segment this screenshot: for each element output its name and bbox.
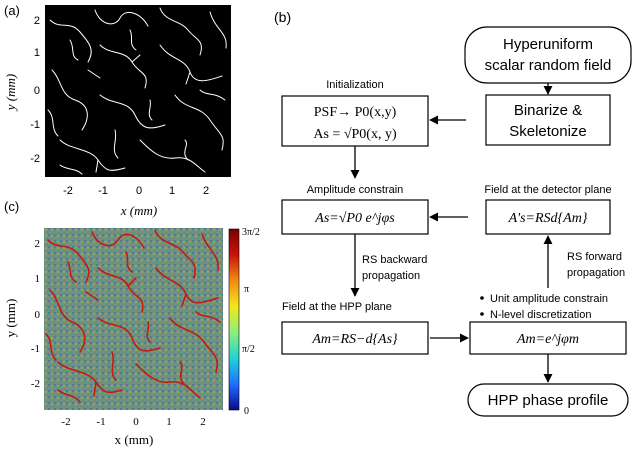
panel-c-colorbar [228, 228, 240, 411]
colorbar-tick-3pi2: 3π/2 [242, 227, 260, 238]
panel-c-ytick-1: 1 [35, 273, 41, 285]
panel-a-y-ticks: 2 1 0 -1 -2 [30, 15, 40, 165]
rs-forward-line1: RS forward [567, 251, 622, 263]
detector-formula: A's=RSd{Am} [508, 211, 588, 226]
hpp-phase-profile-box [467, 383, 629, 417]
bullet-n-level: N-level discretization [490, 309, 591, 321]
panel-a-ytick-2: 2 [34, 15, 40, 27]
panel-a-plot [45, 5, 231, 177]
discretization-box [469, 321, 627, 355]
panel-a-skeleton-pattern [47, 7, 227, 175]
colorbar-tick-pi2: π/2 [242, 344, 255, 355]
panel-c-y-ticks: 2 1 0 -1 -2 [31, 238, 41, 390]
rs-backward-line1: RS backward [362, 254, 427, 266]
colorbar-tick-pi: π [244, 284, 249, 295]
hyperuniform-line2: scalar random field [485, 57, 612, 74]
panel-c-xtick-m1: -1 [96, 416, 105, 428]
init-line2: As = √P0(x, y) [313, 127, 397, 142]
panel-c-x-ticks: -2 -1 0 1 2 [61, 416, 205, 428]
panel-a-xlabel: x (mm) [120, 203, 157, 218]
panel-c-colorbar-ticks: 3π/2 π π/2 0 [242, 227, 260, 417]
panel-c-ylabel: y (mm) [3, 299, 18, 338]
discretization-formula: Am=e^jφm [516, 332, 579, 347]
discretization-bullets: Unit amplitude constrain N-level discret… [480, 293, 608, 321]
panel-a-xtick-2: 2 [203, 185, 209, 197]
panel-c-ytick-m1: -1 [31, 343, 40, 355]
amplitude-formula: As=√P0 e^jφs [314, 211, 395, 226]
panel-c-ytick-m2: -2 [31, 378, 40, 390]
hpp-phase-profile-label: HPP phase profile [488, 392, 609, 409]
binarize-line2: Skeletonize [509, 123, 587, 140]
panel-a-x-ticks: -2 -1 0 1 2 [63, 185, 209, 197]
panel-a-xtick-m2: -2 [63, 185, 73, 197]
panel-a-ytick-m2: -2 [30, 153, 40, 165]
panel-a-xtick-1: 1 [169, 185, 175, 197]
detector-box [485, 199, 611, 235]
panel-b-label: (b) [274, 9, 291, 25]
colorbar-tick-0: 0 [244, 406, 249, 417]
panel-c-phase-pattern [45, 229, 221, 403]
hpp-box [281, 321, 429, 355]
panel-a-label: (a) [4, 3, 20, 18]
hyperuniform-line1: Hyperuniform [503, 36, 593, 53]
init-line1: PSF→ P0(x,y) [314, 105, 397, 120]
initialization-label: Initialization [326, 79, 383, 91]
field-hpp-label: Field at the HPP plane [282, 301, 392, 313]
panel-a-ytick-1: 1 [34, 47, 40, 59]
panel-c-xtick-2: 2 [200, 416, 206, 428]
panel-c-xtick-m2: -2 [61, 416, 70, 428]
panel-c-ytick-2: 2 [35, 238, 41, 250]
panel-a-ytick-m1: -1 [30, 119, 40, 131]
panel-a-xtick-0: 0 [136, 185, 142, 197]
panel-c-xlabel: x (mm) [115, 432, 154, 447]
panel-c-ytick-0: 0 [35, 309, 41, 321]
amplitude-constrain-label: Amplitude constrain [307, 184, 404, 196]
flow-arrows [350, 83, 553, 383]
hpp-formula: Am=RS−d{As} [311, 332, 398, 347]
binarize-box [485, 94, 611, 146]
panel-a-ytick-0: 0 [34, 85, 40, 97]
amplitude-box [281, 199, 429, 235]
rs-forward-line2: propagation [567, 267, 625, 279]
panel-c-label: (c) [4, 199, 19, 214]
panel-c-plot [44, 228, 223, 410]
init-box [281, 95, 429, 147]
field-detector-label: Field at the detector plane [484, 184, 611, 196]
panel-a-xtick-m1: -1 [98, 185, 108, 197]
panel-a-ylabel: y (mm) [3, 74, 18, 112]
binarize-line1: Binarize & [514, 102, 582, 119]
panel-c-xtick-0: 0 [133, 416, 139, 428]
bullet-unit-amplitude: Unit amplitude constrain [490, 293, 608, 305]
panel-c-xtick-1: 1 [166, 416, 172, 428]
rs-backward-line2: propagation [362, 270, 420, 282]
